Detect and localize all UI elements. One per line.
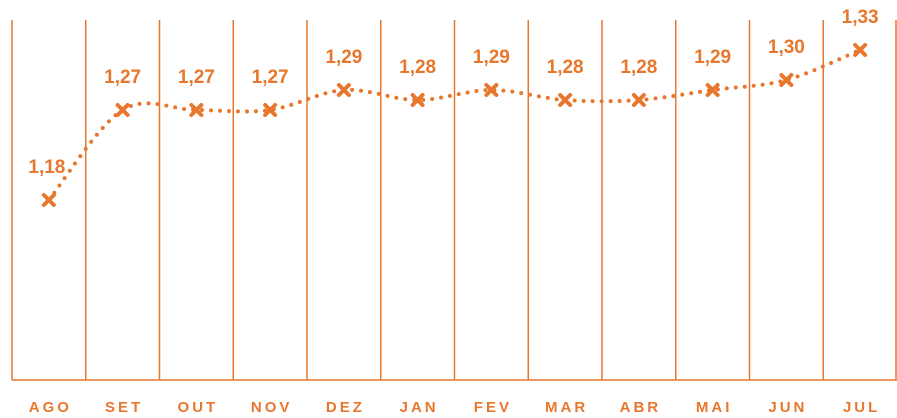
data-label: 1,27 [252,67,289,88]
x-tick-label: JAN [400,399,439,416]
data-label: 1,27 [178,67,215,88]
marker [263,103,278,117]
x-tick-label: NOV [251,399,293,416]
x-tick-label: ABR [620,399,662,416]
data-label: 1,28 [399,57,436,78]
marker [484,83,499,97]
data-label: 1,29 [473,47,510,68]
marker [410,93,425,107]
data-label: 1,27 [104,67,141,88]
data-label: 1,29 [694,47,731,68]
x-tick-label: SET [105,399,143,416]
data-label: 1,28 [620,57,657,78]
marker [779,73,794,87]
marker [853,43,868,57]
marker [631,93,646,107]
line [46,48,863,202]
marker [705,83,720,97]
x-tick-label: MAR [545,399,588,416]
x-tick-label: FEV [474,399,512,416]
data-label: 1,30 [768,37,805,58]
marker [41,193,56,207]
x-tick-label: AGO [29,399,72,416]
marker [189,103,204,117]
data-label: 1,29 [325,47,362,68]
data-label: 1,18 [28,157,65,178]
marker [336,83,351,97]
data-label: 1,28 [547,57,584,78]
marker [115,103,130,117]
x-tick-label: DEZ [326,399,365,416]
x-tick-label: MAI [696,399,733,416]
marker [558,93,573,107]
x-tick-label: OUT [178,399,219,416]
x-tick-label: JUL [843,399,880,416]
x-tick-label: JUN [768,399,807,416]
data-label: 1,33 [842,7,879,28]
